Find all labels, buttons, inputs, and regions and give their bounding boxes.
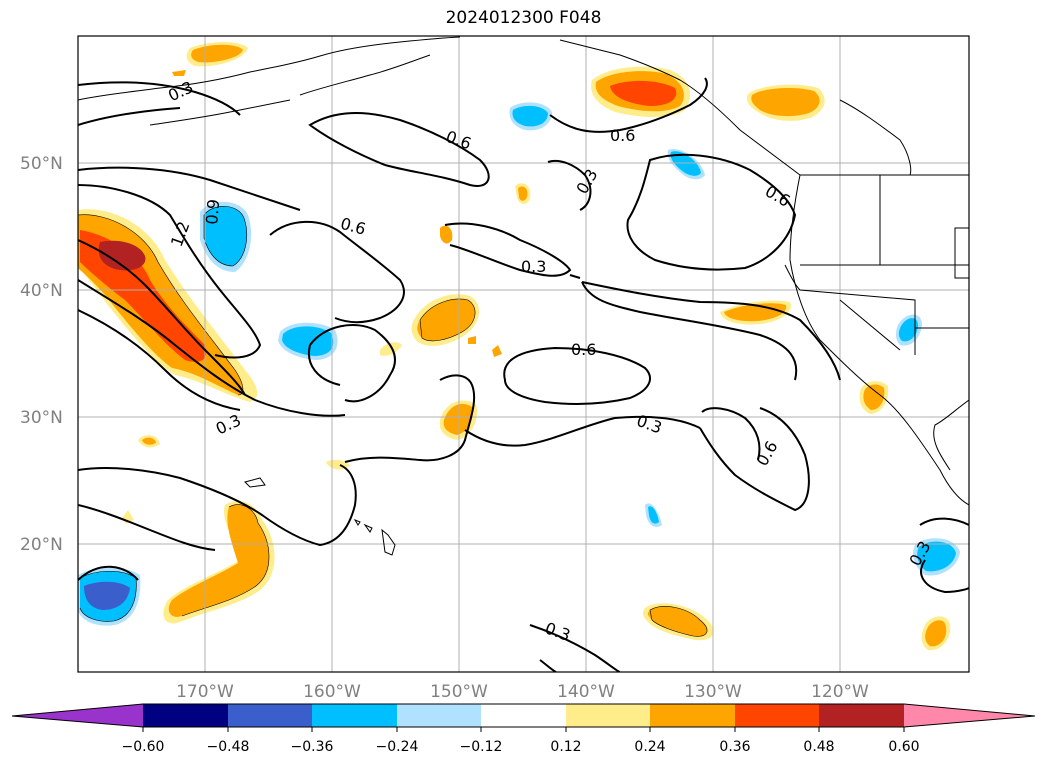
map-area: 0.3 0.6 0.6 0.3 1.2 0.9 0.6 0.3 0.6 0.6 …	[78, 36, 969, 672]
colorbar-extend-high	[904, 704, 1035, 727]
lon-label-140w: 140°W	[557, 682, 615, 702]
contour-label: 0.6	[571, 340, 596, 359]
lat-label-50n: 50°N	[20, 154, 63, 174]
shaded-anomaly-positive	[78, 42, 951, 651]
colorbar-tick: −0.24	[376, 739, 419, 755]
lat-label-30n: 30°N	[20, 408, 63, 428]
colorbar-bin	[481, 704, 566, 727]
latitude-labels: 50°N 40°N 30°N 20°N	[20, 154, 63, 555]
colorbar-tick: 0.48	[803, 739, 834, 755]
colorbar-tick: −0.36	[291, 739, 334, 755]
colorbar-bin	[228, 704, 312, 727]
colorbar-bin	[650, 704, 735, 727]
colorbar-bin	[735, 704, 819, 727]
coastlines	[78, 36, 969, 556]
colorbar-bin	[397, 704, 481, 727]
colorbar-bin	[566, 704, 650, 727]
lon-label-170w: 170°W	[176, 682, 234, 702]
colorbar-bin	[143, 704, 228, 727]
colorbar-bin	[819, 704, 904, 727]
lat-label-20n: 20°N	[20, 535, 63, 555]
colorbar-bin	[312, 704, 397, 727]
lon-label-150w: 150°W	[430, 682, 488, 702]
lon-label-120w: 120°W	[811, 682, 869, 702]
colorbar-tick: 0.12	[550, 739, 581, 755]
gridlines	[78, 36, 969, 672]
lat-label-40n: 40°N	[20, 281, 63, 301]
shaded-anomaly-negative	[78, 102, 960, 626]
contour-label: 0.9	[202, 198, 223, 225]
colorbar-tick: 0.24	[634, 739, 665, 755]
longitude-labels: 170°W 160°W 150°W 140°W 130°W 120°W	[176, 682, 869, 702]
colorbar-tick: 0.36	[719, 739, 750, 755]
colorbar-tick: −0.12	[460, 739, 503, 755]
contour-label: 0.6	[610, 126, 635, 145]
contour-label: 0.3	[521, 257, 546, 276]
colorbar: −0.60 −0.48 −0.36 −0.24 −0.12 0.12 0.24 …	[11, 703, 1036, 755]
map-frame	[77, 35, 970, 673]
shaded-outlines	[78, 206, 708, 637]
contour-lines	[78, 77, 969, 672]
colorbar-extend-low	[12, 704, 143, 727]
colorbar-tick: 0.60	[888, 739, 919, 755]
lon-label-160w: 160°W	[303, 682, 361, 702]
colorbar-tick: −0.60	[122, 739, 165, 755]
colorbar-tick: −0.48	[207, 739, 250, 755]
lon-label-130w: 130°W	[684, 682, 742, 702]
map-title: 2024012300 F048	[445, 8, 602, 28]
